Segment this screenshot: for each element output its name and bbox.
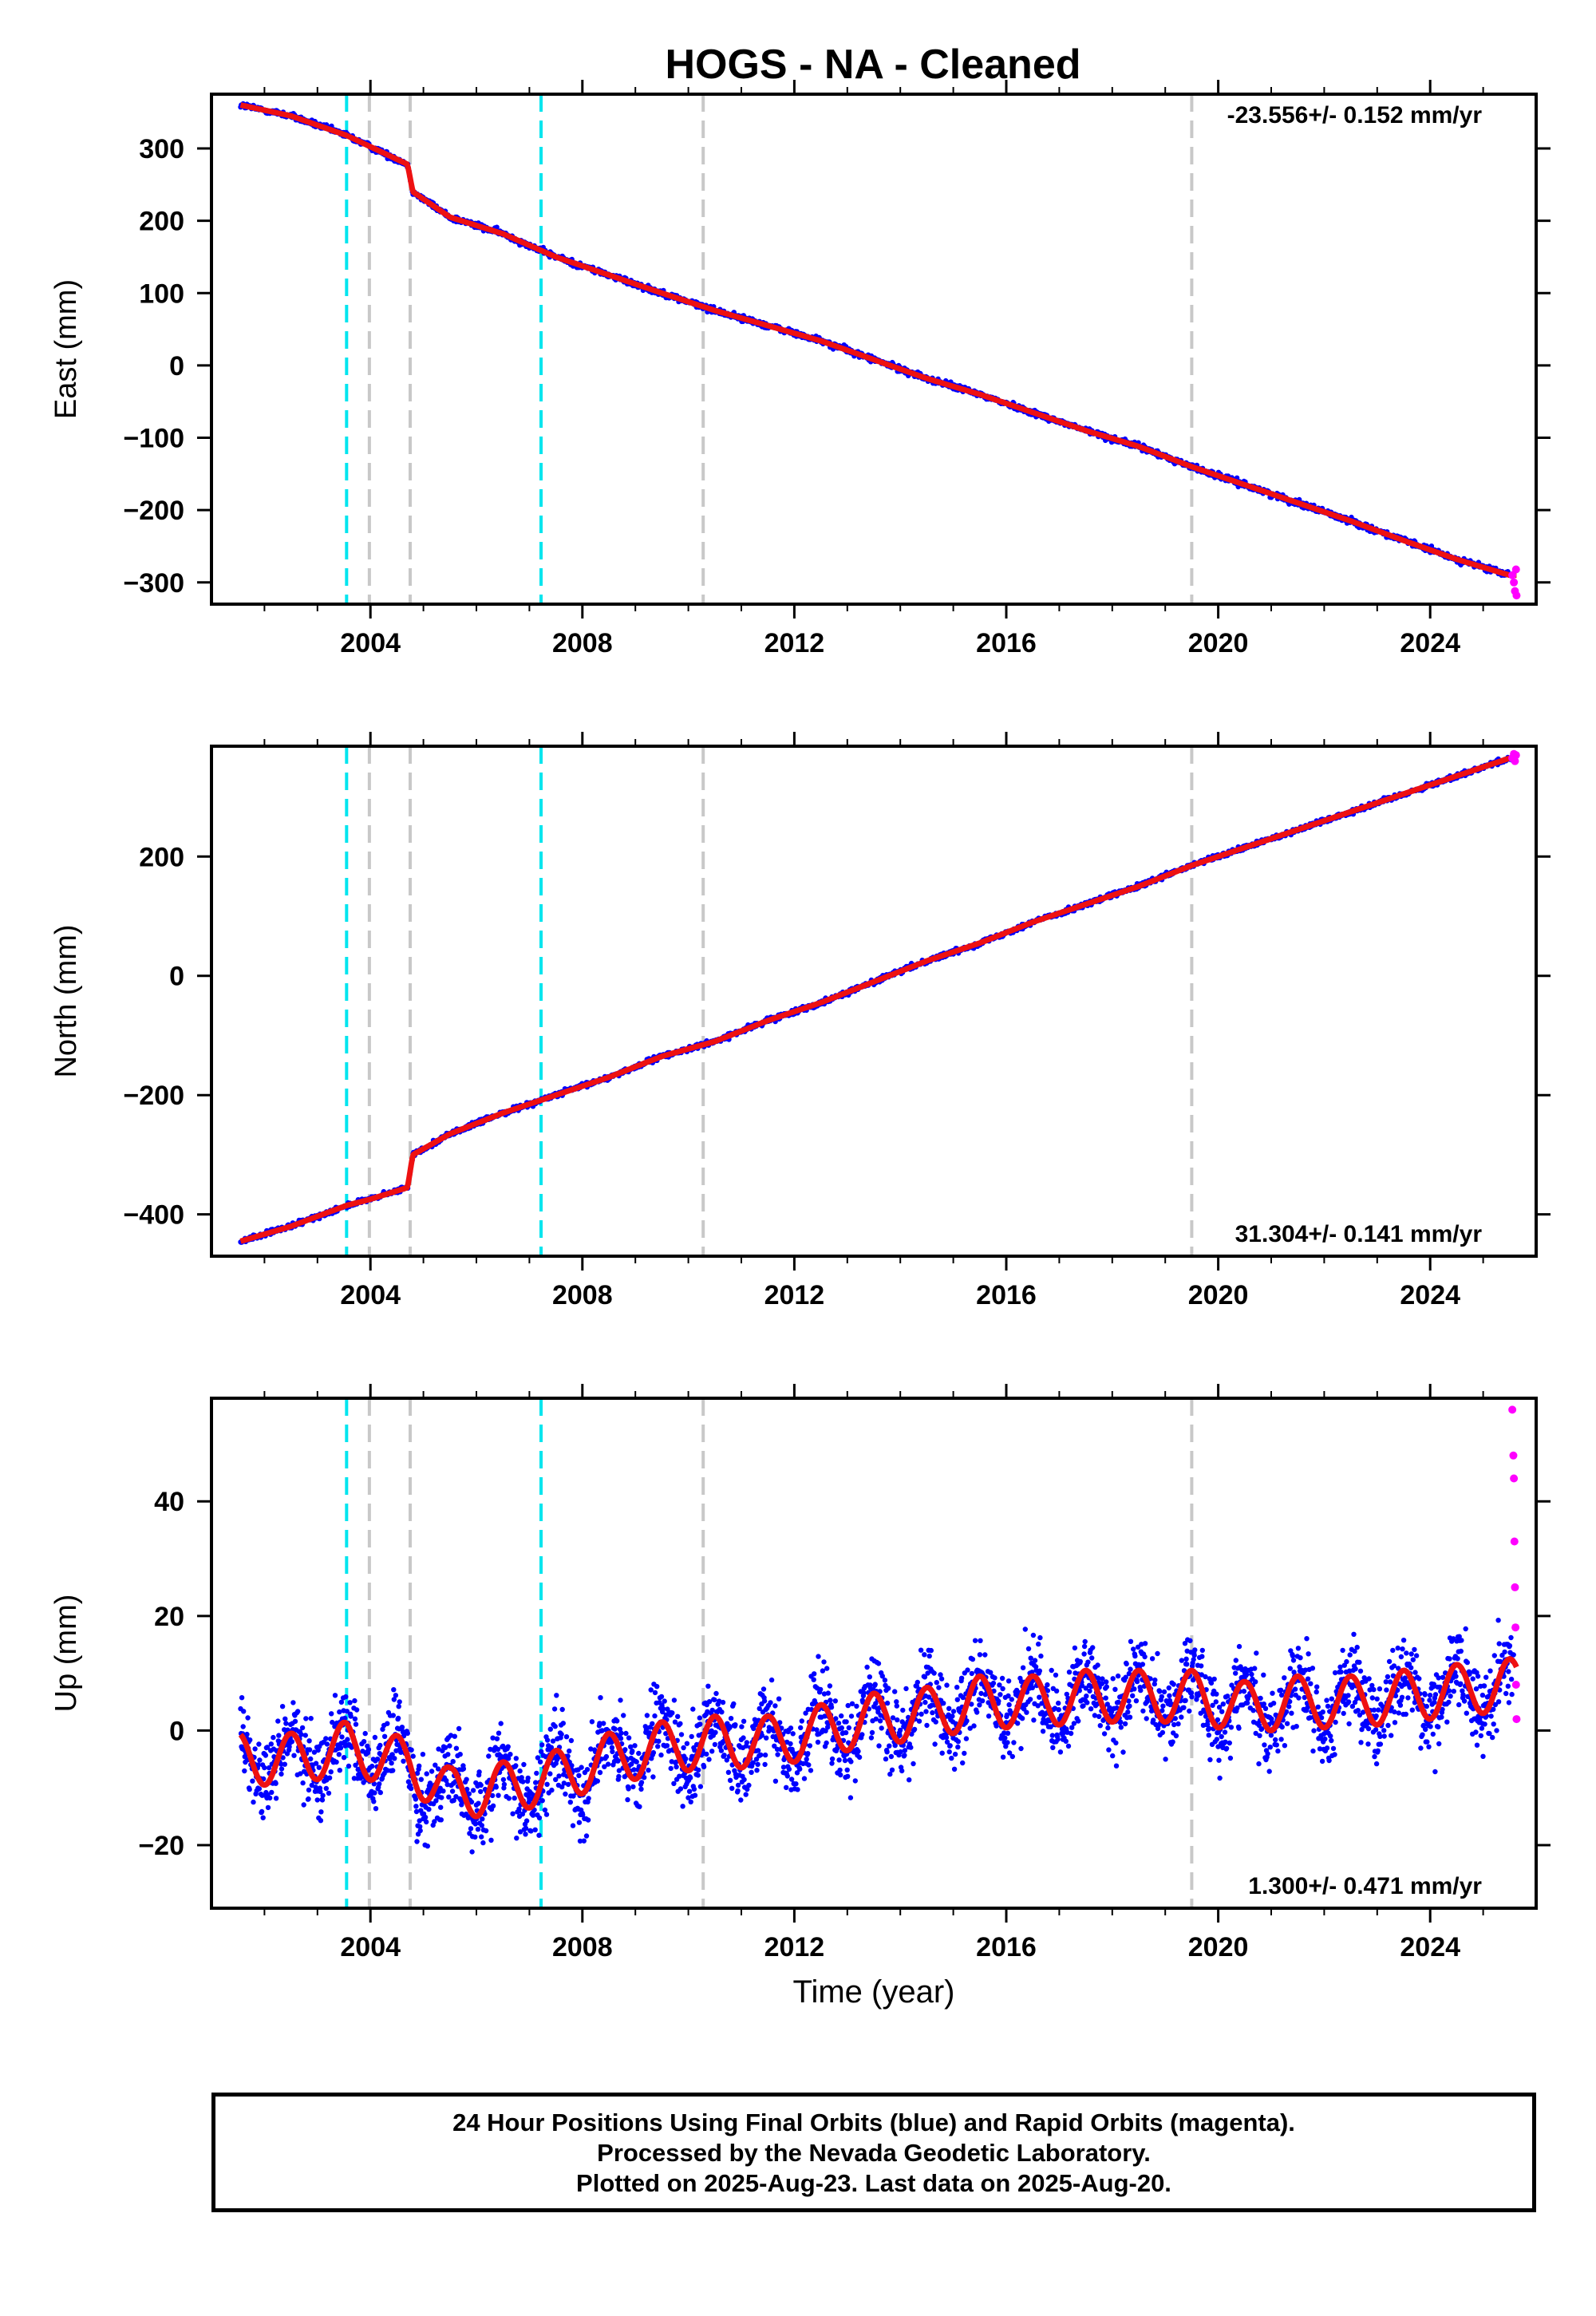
x-tick-label: 2024 (1400, 628, 1460, 658)
model-fit-line (239, 755, 1519, 1244)
rate-label: -23.556+/- 0.152 mm/yr (1227, 102, 1483, 128)
y-tick-label: 200 (139, 207, 184, 237)
rapid-orbit-point (1511, 565, 1520, 574)
rapid-orbit-point (1512, 1715, 1521, 1724)
y-axis-label: East (mm) (49, 279, 83, 419)
x-tick-label: 2024 (1400, 1280, 1460, 1310)
y-tick-label: 0 (169, 1716, 184, 1746)
x-tick-label: 2016 (976, 1932, 1037, 1962)
caption-line-1: 24 Hour Positions Using Final Orbits (bl… (452, 2109, 1295, 2136)
up-panel: 2004 2008 2012 2016 2020 2024 −20 0 20 40 Up (mm) T… (49, 1384, 1551, 2010)
y-tick-label: −100 (123, 424, 184, 454)
x-tick-label: 2024 (1400, 1932, 1460, 1962)
x-tick-label: 2012 (764, 1932, 825, 1962)
rapid-orbit-point (1512, 591, 1521, 600)
y-tick-label: 0 (169, 962, 184, 992)
rapid-orbit-point (1509, 1451, 1518, 1460)
x-tick-label: 2020 (1188, 628, 1249, 658)
rapid-orbit-point (1510, 1474, 1519, 1483)
x-tick-label: 2008 (552, 1932, 613, 1962)
rapid-orbit-point (1511, 751, 1520, 760)
figure-title: HOGS - NA - Cleaned (665, 41, 1080, 88)
x-tick-label: 2016 (976, 1280, 1037, 1310)
x-tick-label: 2008 (552, 628, 613, 658)
caption-box: 24 Hour Positions Using Final Orbits (bl… (211, 2093, 1536, 2212)
plot-frame (210, 745, 1538, 1258)
final-orbit-points (238, 754, 1516, 1245)
rapid-orbit-point (1511, 1680, 1520, 1689)
final-orbit-points (238, 101, 1516, 579)
plot-area (238, 746, 1520, 1256)
x-axis-label: Time (year) (793, 1974, 955, 2010)
x-tick-label: 2012 (764, 628, 825, 658)
y-axis-label: Up (mm) (49, 1595, 83, 1713)
x-tick-label: 2020 (1188, 1280, 1249, 1310)
rate-label: 31.304+/- 0.141 mm/yr (1235, 1221, 1483, 1247)
x-tick-label: 2004 (340, 1932, 401, 1962)
rapid-orbit-point (1508, 1405, 1517, 1414)
plot-frame (210, 1397, 1538, 1910)
rapid-orbit-point (1508, 571, 1517, 579)
plot-area (238, 1398, 1521, 1908)
y-tick-label: 200 (139, 842, 184, 872)
plot-area (238, 94, 1521, 604)
caption-line-2: Processed by the Nevada Geodetic Laborat… (597, 2139, 1151, 2167)
x-tick-label: 2004 (340, 628, 401, 658)
x-tick-label: 2012 (764, 1280, 825, 1310)
y-tick-label: 100 (139, 279, 184, 309)
y-tick-label: −200 (123, 496, 184, 526)
rapid-orbit-point (1511, 1583, 1519, 1591)
rapid-orbit-point (1510, 578, 1519, 587)
y-tick-label: 300 (139, 134, 184, 164)
caption-line-3: Plotted on 2025-Aug-23. Last data on 202… (576, 2169, 1171, 2197)
east-panel: 2004 2008 2012 2016 2020 2024 −300 −200 −100 0 100… (49, 80, 1551, 658)
rapid-orbit-point (1510, 1537, 1519, 1546)
y-tick-label: 40 (154, 1487, 184, 1517)
final-orbit-points (238, 1618, 1516, 1855)
model-fit-line (238, 1656, 1519, 1820)
x-tick-label: 2020 (1188, 1932, 1249, 1962)
x-tick-label: 2004 (340, 1280, 401, 1310)
y-tick-label: −200 (123, 1081, 184, 1111)
rate-label: 1.300+/- 0.471 mm/yr (1248, 1873, 1482, 1899)
x-tick-label: 2008 (552, 1280, 613, 1310)
rapid-orbit-point (1511, 757, 1519, 765)
plot-frame (210, 93, 1538, 606)
y-axis-label: North (mm) (49, 924, 83, 1077)
time-series-figure: HOGS - NA - Cleaned 2004 2008 2012 2016 2020… (49, 41, 1551, 2010)
north-panel: 2004 2008 2012 2016 2020 2024 −400 −200 0 200 Nort… (49, 732, 1551, 1310)
model-fit-line (239, 102, 1519, 579)
x-tick-label: 2016 (976, 628, 1037, 658)
rapid-orbit-point (1511, 1623, 1520, 1632)
y-tick-label: 20 (154, 1602, 184, 1632)
y-tick-label: −20 (138, 1831, 184, 1861)
y-tick-label: 0 (169, 351, 184, 381)
y-tick-label: −300 (123, 568, 184, 599)
y-tick-label: −400 (123, 1200, 184, 1231)
